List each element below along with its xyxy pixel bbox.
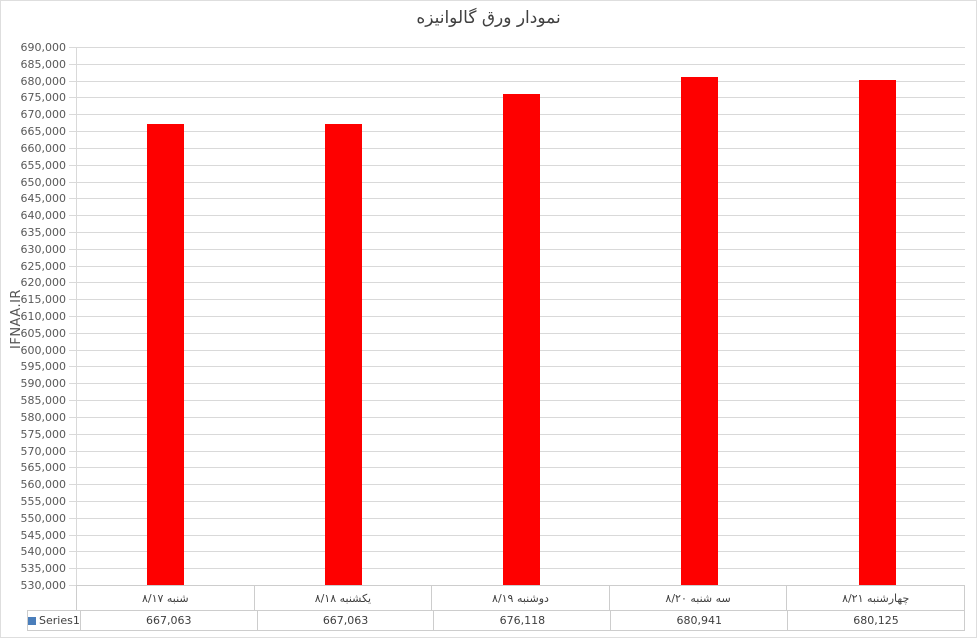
y-axis-tick-label: 550,000 [20,511,67,525]
data-table-value: 667,063 [79,611,257,630]
y-axis-tick-label: 680,000 [20,74,67,88]
y-axis-tick-label: 600,000 [20,343,67,357]
y-axis-tick-label: 585,000 [20,394,67,408]
y-axis-tick-label: 630,000 [20,242,67,256]
y-axis-tick-label: 605,000 [20,326,67,340]
chart-title: نمودار ورق گالوانیزه [416,8,561,28]
y-axis-tick-label: 570,000 [20,444,67,458]
gridline [69,63,965,65]
data-table-value-row: Series1 667,063 667,063 676,118 680,941 680,… [27,610,965,631]
bar-2 [325,124,362,585]
x-axis-category-label: یکشنبه ۸/۱۸ [253,586,432,610]
bar-5 [859,80,896,585]
y-axis-tick-label: 530,000 [20,579,67,592]
plot-area [69,47,965,586]
legend-marker-icon [28,616,36,625]
y-axis-tick-label: 540,000 [20,545,67,559]
y-axis-tick-label: 655,000 [20,158,67,172]
y-axis-tick-label: 580,000 [20,410,67,424]
bar-4 [681,77,718,585]
bars-layer [77,47,965,585]
y-axis-tick-label: 575,000 [20,427,67,441]
x-axis-category-label: سه شنبه ۸/۲۰ [608,586,787,610]
bar-1 [147,124,184,585]
y-axis-tick-label: 670,000 [20,108,67,122]
y-axis-tick-label: 595,000 [20,360,67,374]
y-axis-tick-label: 635,000 [20,225,67,239]
y-axis-tick-label: 620,000 [20,276,67,290]
y-axis-tick-label: 625,000 [20,259,67,273]
x-axis-category-label: شنبه ۸/۱۷ [141,591,189,605]
y-axis-tick-label: 545,000 [20,528,67,542]
data-table-value: 680,941 [610,611,787,630]
y-axis-tick-label: 645,000 [20,192,67,206]
gridline [69,47,965,48]
x-axis-category-label: چهارشنبه ۸/۲۱ [786,586,964,610]
gridline [69,80,965,82]
x-axis-category-label: دوشنبه ۸/۱۹ [431,586,609,610]
y-axis-tick-label: 590,000 [20,377,67,391]
bar-3 [503,93,540,585]
legend-series-label: Series1 [39,614,80,627]
legend-cell: Series1 [28,611,80,630]
y-axis-tick-label: 665,000 [20,125,67,139]
y-axis-tick-label: 660,000 [20,141,67,155]
y-axis-tick-label: 690,000 [20,41,67,54]
y-axis-tick-label: 555,000 [20,494,67,508]
y-axis-tick-label: 685,000 [20,57,67,71]
y-axis-tick-label: 650,000 [20,175,67,189]
data-table-value: 676,118 [433,611,610,630]
y-axis-tick-label: 640,000 [20,209,67,223]
y-axis-tick-label: 675,000 [20,91,67,105]
x-axis-category-row: شنبه ۸/۱۷ یکشنبه ۸/۱۸ دوشنبه ۸/۱۹ سه شنبه ۸… [76,585,965,610]
data-table-value: 680,125 [787,611,964,630]
y-axis-tick-labels: 690,000 685,000 680,000 675,000 670,000 665,0… [1,41,67,592]
y-axis-tick-label: 535,000 [20,562,67,576]
y-axis-tick-label: 610,000 [20,310,67,323]
y-axis-tick-label: 560,000 [20,478,67,492]
y-axis-tick-label: 615,000 [20,293,67,307]
data-table-value: 667,063 [256,611,434,630]
y-axis-tick-label: 565,000 [20,461,67,475]
